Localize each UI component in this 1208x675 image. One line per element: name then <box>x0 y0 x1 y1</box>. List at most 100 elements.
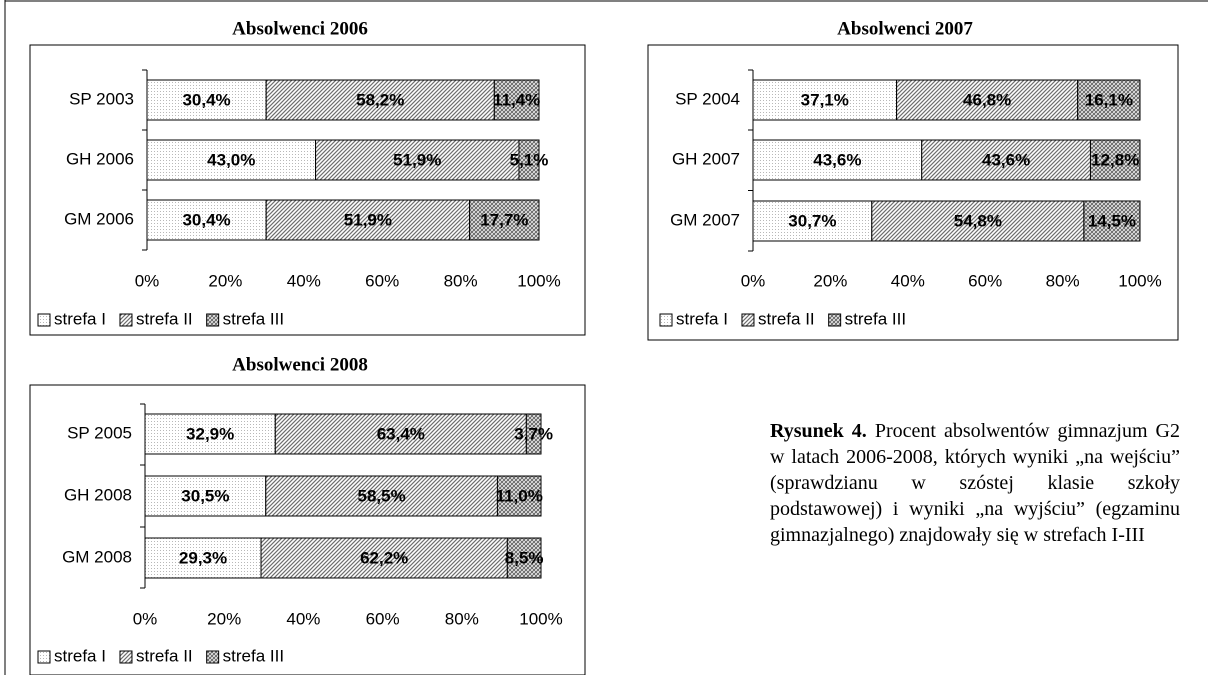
x-tick-label: 100% <box>1118 271 1161 290</box>
value-label: 11,0% <box>496 486 543 505</box>
value-label: 32,9% <box>186 424 234 443</box>
x-tick-label: 100% <box>517 271 560 290</box>
value-label: 37,1% <box>801 90 849 109</box>
bar-segment <box>1089 139 1141 181</box>
bar-segment <box>274 413 527 455</box>
x-tick-label: 60% <box>365 271 399 290</box>
legend-label: strefa I <box>54 646 106 665</box>
bar-segment <box>496 475 542 517</box>
legend-label: strefa III <box>223 309 284 328</box>
value-label: 5,1% <box>510 150 549 169</box>
x-tick-label: 60% <box>968 271 1002 290</box>
x-tick-label: 80% <box>445 609 479 628</box>
category-label: GH 2006 <box>66 149 134 168</box>
legend-label: strefa I <box>54 309 106 328</box>
legend-swatch <box>741 313 755 327</box>
x-tick-label: 40% <box>287 271 321 290</box>
category-label: SP 2003 <box>69 89 134 108</box>
bar-segment <box>265 199 471 241</box>
chart-title: Absolwenci 2008 <box>232 354 368 375</box>
x-tick-label: 0% <box>741 271 766 290</box>
caption: Rysunek 4. Procent absolwentów gimnazjum… <box>770 418 1180 548</box>
bar-segment <box>1083 200 1141 242</box>
x-tick-label: 80% <box>1046 271 1080 290</box>
chart-title: Absolwenci 2007 <box>837 18 973 39</box>
bar-segment <box>518 139 540 181</box>
category-label: SP 2005 <box>67 423 132 442</box>
bar-segment <box>315 139 520 181</box>
caption-text: Procent absolwentów gimnazjum G2 w latac… <box>770 420 1180 546</box>
value-label: 29,3% <box>179 548 227 567</box>
category-label: GH 2007 <box>672 149 740 168</box>
value-label: 63,4% <box>377 424 425 443</box>
legend-swatch <box>659 313 673 327</box>
value-label: 43,6% <box>982 150 1030 169</box>
value-label: 12,8% <box>1091 150 1139 169</box>
value-label: 16,1% <box>1085 90 1133 109</box>
bar-segment <box>752 79 898 121</box>
value-label: 51,9% <box>344 210 392 229</box>
category-label: GM 2006 <box>64 209 134 228</box>
value-label: 54,8% <box>954 211 1002 230</box>
bar-segment <box>506 537 542 579</box>
value-label: 43,0% <box>207 150 255 169</box>
x-tick-label: 60% <box>366 609 400 628</box>
bar-segment <box>146 79 267 121</box>
bar-segment <box>260 537 508 579</box>
legend-swatch <box>119 313 133 327</box>
value-label: 46,8% <box>963 90 1011 109</box>
bar-segment <box>921 139 1091 181</box>
chart-frame <box>29 44 586 336</box>
value-label: 30,5% <box>181 486 229 505</box>
bar-segment <box>144 537 262 579</box>
value-label: 11,4% <box>493 90 540 109</box>
legend-label: strefa II <box>136 646 193 665</box>
legend-label: strefa III <box>845 309 906 328</box>
value-label: 51,9% <box>393 150 441 169</box>
value-label: 30,7% <box>788 211 836 230</box>
category-label: GM 2008 <box>62 547 132 566</box>
bar-segment <box>146 139 317 181</box>
bar-segment <box>469 199 540 241</box>
x-tick-label: 20% <box>813 271 847 290</box>
category-label: GH 2008 <box>64 485 132 504</box>
chart-frame <box>647 44 1179 341</box>
x-tick-label: 100% <box>519 609 562 628</box>
x-tick-label: 80% <box>444 271 478 290</box>
category-label: GM 2007 <box>670 210 740 229</box>
legend-label: strefa II <box>758 309 815 328</box>
bar-segment <box>144 413 276 455</box>
bar-segment <box>144 475 267 517</box>
value-label: 14,5% <box>1088 211 1136 230</box>
bar-segment <box>265 475 498 517</box>
x-tick-label: 0% <box>135 271 160 290</box>
legend-label: strefa III <box>223 646 284 665</box>
value-label: 58,5% <box>358 486 406 505</box>
value-label: 8,5% <box>505 548 544 567</box>
bar-segment <box>525 413 542 455</box>
x-tick-label: 0% <box>133 609 158 628</box>
bar-segment <box>871 200 1085 242</box>
x-tick-label: 40% <box>891 271 925 290</box>
legend-swatch <box>119 650 133 664</box>
value-label: 3,7% <box>514 424 553 443</box>
legend-swatch <box>828 313 842 327</box>
caption-label: Rysunek 4. <box>770 420 867 442</box>
chart-title: Absolwenci 2006 <box>232 18 368 39</box>
x-tick-label: 20% <box>208 271 242 290</box>
legend-label: strefa I <box>676 309 728 328</box>
value-label: 58,2% <box>356 90 404 109</box>
value-label: 43,6% <box>813 150 861 169</box>
bar-segment <box>1077 79 1141 121</box>
legend-swatch <box>206 650 220 664</box>
chart-frame <box>29 384 586 675</box>
legend-swatch <box>37 313 51 327</box>
x-tick-label: 40% <box>286 609 320 628</box>
x-tick-label: 20% <box>207 609 241 628</box>
value-label: 30,4% <box>182 210 230 229</box>
value-label: 30,4% <box>182 90 230 109</box>
bar-segment <box>752 200 873 242</box>
legend-swatch <box>37 650 51 664</box>
